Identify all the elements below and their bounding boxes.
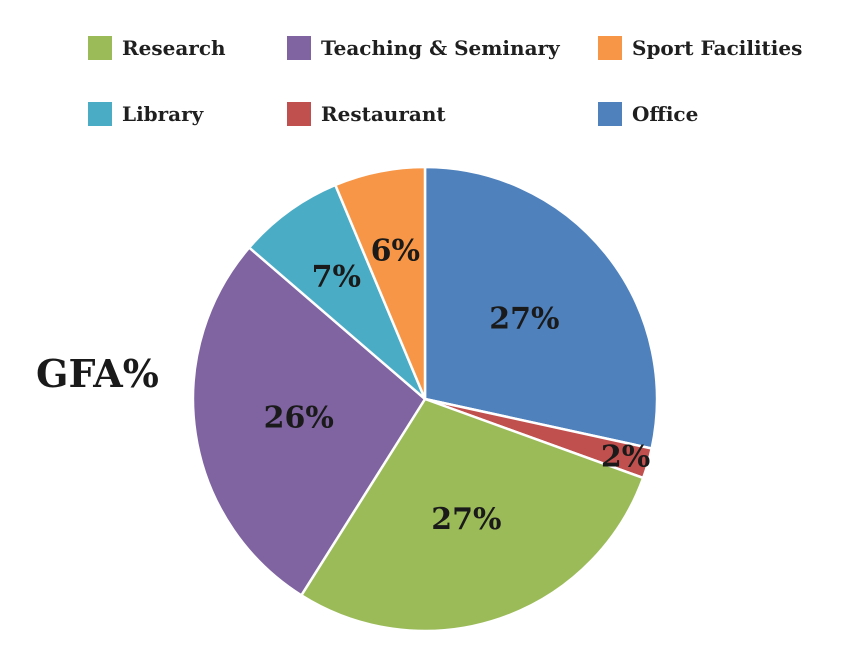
chart-legend: Research Teaching & Seminary Sport Facil… <box>0 0 850 150</box>
legend-label-research: Research <box>122 36 226 60</box>
pie-slice-library <box>247 183 427 401</box>
pie-label-research: 27% <box>431 502 501 537</box>
pie-label-library: 7% <box>312 260 361 295</box>
legend-item-library: Library <box>88 100 203 128</box>
pie-slice-teaching-seminary <box>191 246 427 597</box>
pie-slice-sport-facilities <box>334 165 427 401</box>
legend-label-library: Library <box>122 102 204 126</box>
pie-slice-research <box>300 397 645 633</box>
legend-item-restaurant: Restaurant <box>287 100 446 128</box>
legend-item-research: Research <box>88 34 226 62</box>
legend-swatch-library <box>88 102 112 126</box>
chart-title: GFA% <box>36 351 159 396</box>
pie-label-teaching-seminary: 26% <box>264 400 334 435</box>
legend-swatch-sport-facilities <box>598 36 622 60</box>
pie-label-sport-facilities: 6% <box>371 234 420 269</box>
legend-label-teaching-seminary: Teaching & Seminary <box>321 36 560 60</box>
legend-swatch-teaching-seminary <box>287 36 311 60</box>
legend-label-sport-facilities: Sport Facilities <box>632 36 803 60</box>
legend-item-sport-facilities: Sport Facilities <box>598 34 802 62</box>
pie-label-office: 27% <box>489 301 559 336</box>
legend-swatch-restaurant <box>287 102 311 126</box>
legend-label-restaurant: Restaurant <box>321 102 446 126</box>
legend-swatch-office <box>598 102 622 126</box>
legend-item-teaching-seminary: Teaching & Seminary <box>287 34 560 62</box>
pie-label-restaurant: 2% <box>601 439 650 474</box>
legend-item-office: Office <box>598 100 698 128</box>
legend-label-office: Office <box>632 102 699 126</box>
pie-slice-office <box>423 165 659 450</box>
legend-swatch-research <box>88 36 112 60</box>
